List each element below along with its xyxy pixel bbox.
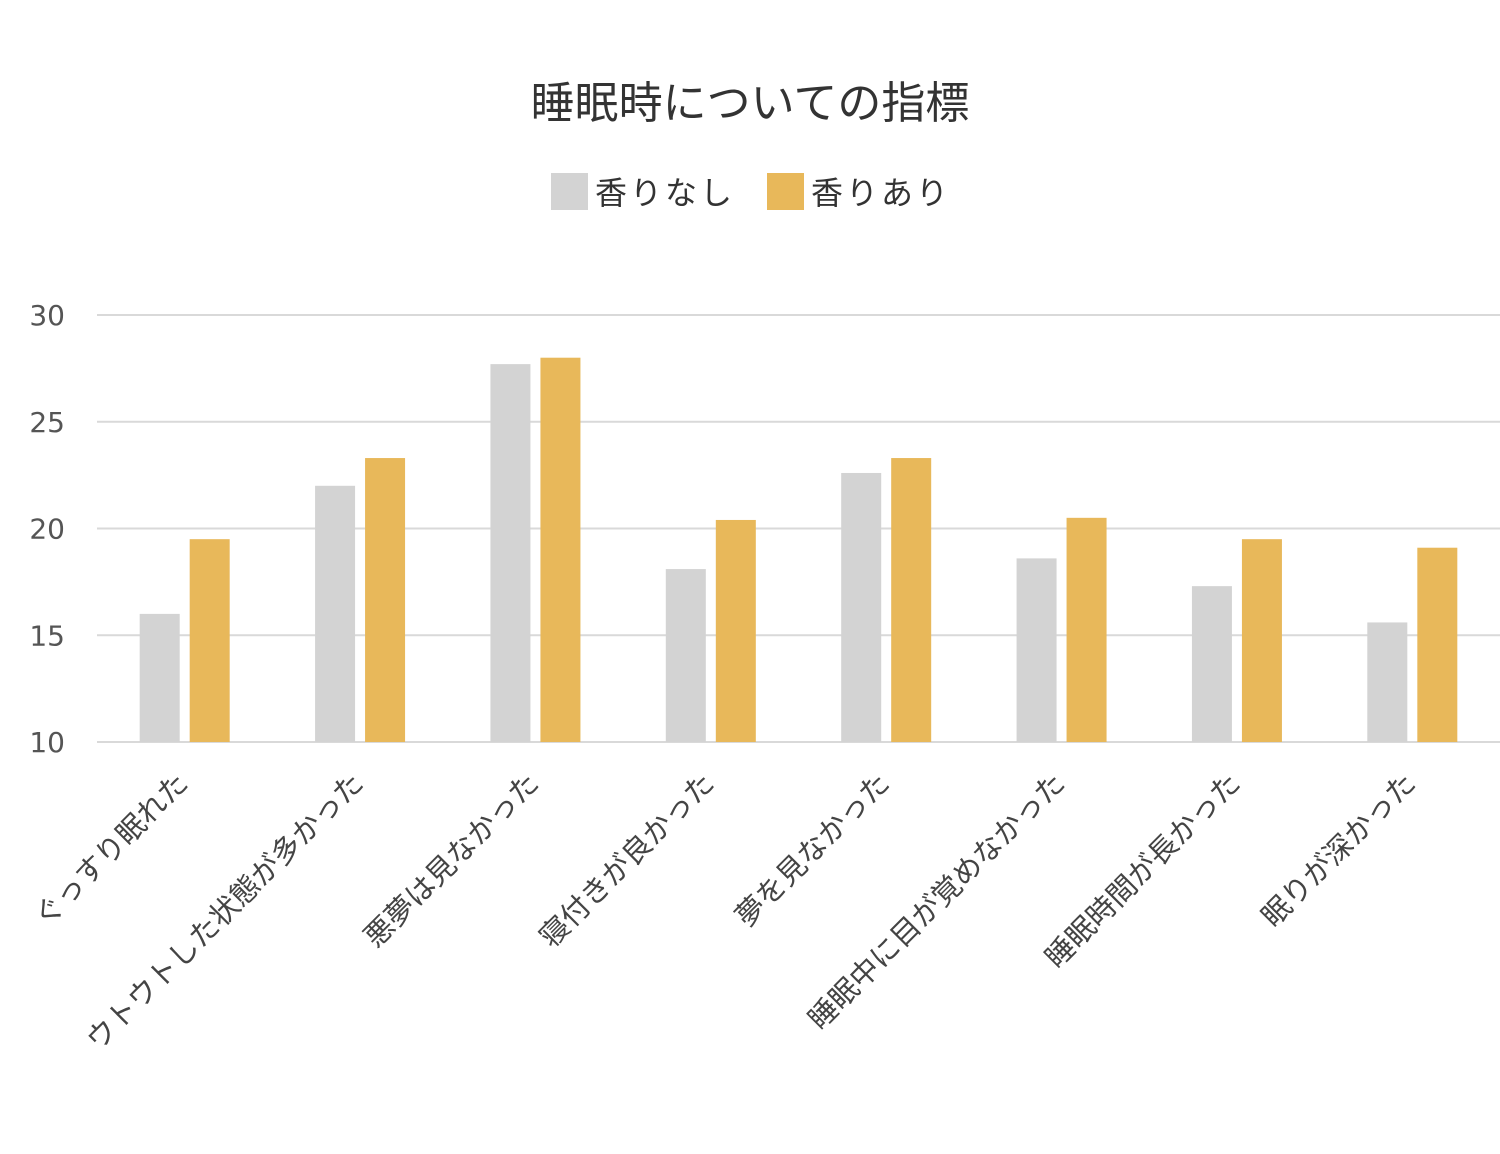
bar-no-scent: [139, 613, 180, 742]
y-tick-label: 20: [29, 513, 65, 546]
chart-title: 睡眠時についての指標: [531, 78, 970, 129]
bar-scent: [1066, 517, 1107, 742]
bar-scent: [1241, 539, 1282, 742]
bar-no-scent: [841, 472, 882, 742]
bar-scent: [540, 357, 581, 742]
x-tick-label: 寝付きが良かった: [533, 766, 721, 954]
x-tick-label: 睡眠時間が長かった: [1038, 766, 1247, 975]
legend-label-no-scent: 香りなし: [595, 174, 735, 212]
bar-scent: [1417, 547, 1458, 742]
bar-scent: [189, 539, 230, 742]
y-tick-label: 25: [29, 406, 65, 439]
legend-swatch-no-scent: [551, 173, 588, 210]
bar-no-scent: [1367, 622, 1408, 742]
legend-swatch-scent: [767, 173, 804, 210]
y-tick-label: 30: [29, 299, 65, 332]
bar-no-scent: [490, 364, 531, 742]
legend-label-scent: 香りあり: [811, 174, 951, 212]
bar-scent: [715, 519, 756, 742]
x-tick-label: ウトウトした状態が多かった: [79, 766, 370, 1057]
x-tick-label: 眠りが深かった: [1255, 766, 1423, 934]
y-tick-label: 15: [29, 619, 65, 652]
x-tick-label: 悪夢は見なかった: [357, 766, 545, 954]
bar-no-scent: [665, 569, 706, 742]
x-tick-label: 夢を見なかった: [729, 766, 897, 934]
bar-scent: [365, 458, 406, 742]
bar-no-scent: [1191, 586, 1232, 742]
y-tick-label: 10: [29, 726, 65, 759]
bar-no-scent: [315, 485, 356, 742]
legend: 香りなし 香りあり: [551, 173, 951, 212]
bar-scent: [891, 458, 932, 742]
bar-no-scent: [1016, 558, 1057, 742]
x-tick-label: ぐっすり眠れた: [27, 766, 195, 934]
